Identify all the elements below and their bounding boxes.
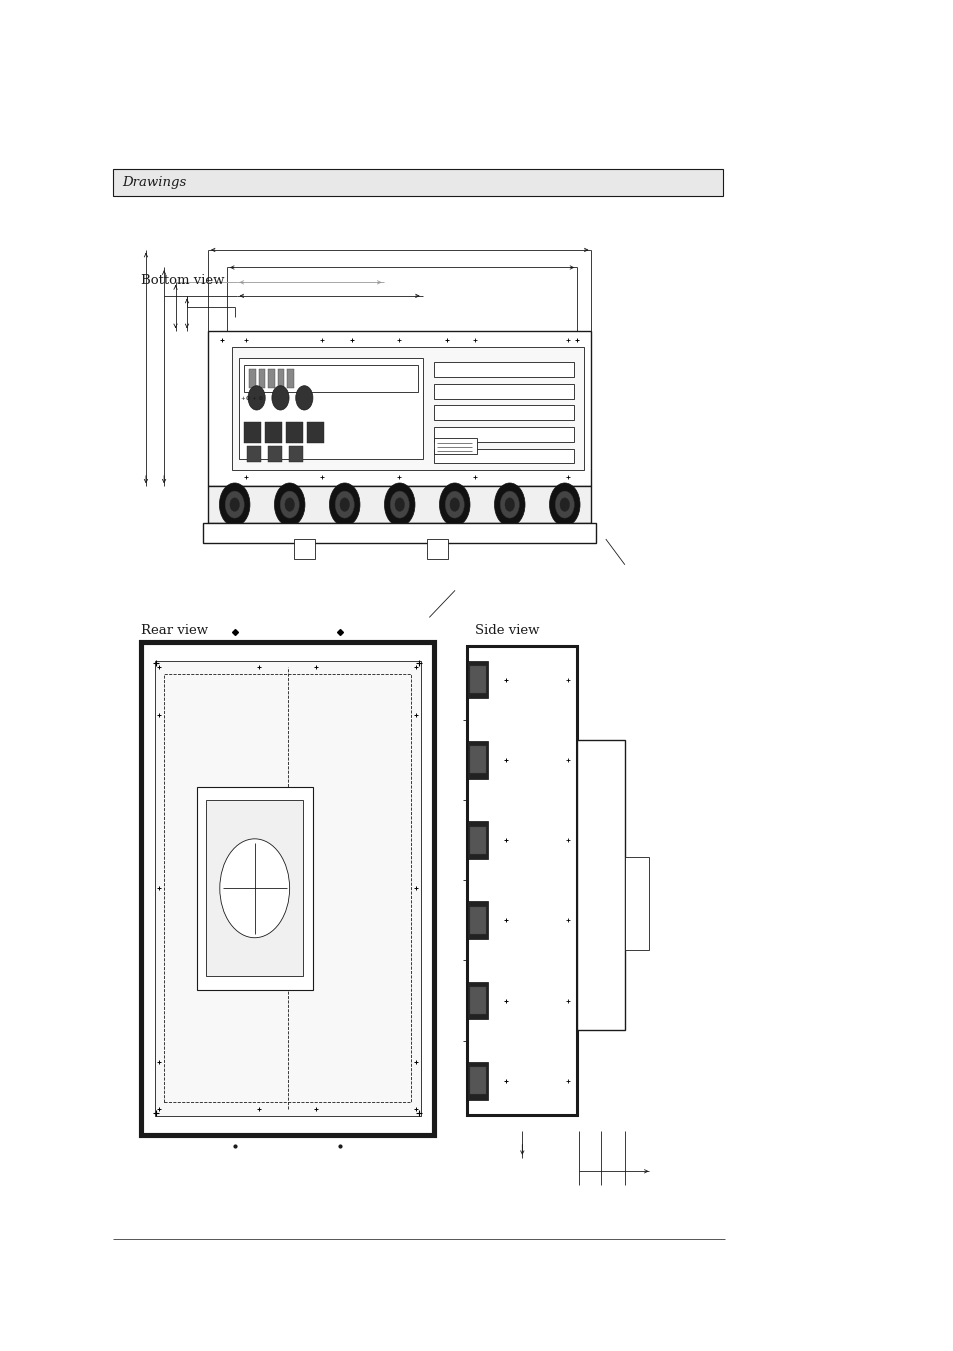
Bar <box>164 674 411 1102</box>
Bar <box>434 438 476 454</box>
Bar <box>624 857 648 951</box>
Circle shape <box>225 492 244 517</box>
Bar <box>307 422 324 443</box>
Bar <box>286 422 303 443</box>
Text: Drawings: Drawings <box>122 176 186 189</box>
Circle shape <box>450 497 459 512</box>
Bar <box>268 369 274 388</box>
Bar <box>434 384 574 399</box>
Bar <box>268 446 282 462</box>
Bar <box>470 1067 485 1094</box>
Circle shape <box>499 492 518 517</box>
Bar <box>265 422 282 443</box>
Circle shape <box>329 484 359 526</box>
Circle shape <box>280 492 299 517</box>
Circle shape <box>230 497 239 512</box>
Circle shape <box>285 497 294 512</box>
Bar <box>258 369 265 388</box>
Circle shape <box>555 492 574 517</box>
Bar <box>470 988 485 1015</box>
Bar <box>203 523 596 543</box>
Bar <box>244 365 417 392</box>
Circle shape <box>395 497 404 512</box>
Bar <box>208 331 591 486</box>
Bar <box>208 486 591 523</box>
Text: Bottom view: Bottom view <box>141 274 225 288</box>
Bar <box>434 405 574 420</box>
Bar <box>467 740 488 778</box>
Bar <box>470 666 485 693</box>
Circle shape <box>445 492 464 517</box>
Bar <box>467 646 577 1115</box>
Bar <box>434 362 574 377</box>
Circle shape <box>272 386 289 411</box>
Bar <box>277 369 284 388</box>
Bar <box>154 661 420 1116</box>
Circle shape <box>549 484 579 526</box>
Circle shape <box>219 484 250 526</box>
Bar <box>427 539 448 559</box>
Bar <box>206 800 303 975</box>
Bar <box>470 827 485 854</box>
Circle shape <box>494 484 524 526</box>
Bar <box>467 821 488 859</box>
Bar <box>577 739 624 1031</box>
Text: Side view: Side view <box>475 624 539 638</box>
Bar <box>112 169 722 196</box>
Circle shape <box>295 386 313 411</box>
Bar <box>141 642 434 1135</box>
Bar <box>467 982 488 1020</box>
Bar <box>244 422 261 443</box>
Bar <box>470 907 485 934</box>
Bar <box>470 746 485 773</box>
Text: Rear view: Rear view <box>141 624 208 638</box>
Circle shape <box>390 492 409 517</box>
Circle shape <box>504 497 514 512</box>
Circle shape <box>219 839 290 938</box>
Bar <box>294 539 314 559</box>
Text: +⊕ + ⊕: +⊕ + ⊕ <box>241 396 263 401</box>
Circle shape <box>339 497 349 512</box>
Bar <box>196 786 313 989</box>
Bar <box>467 901 488 939</box>
Bar <box>467 661 488 698</box>
Bar <box>232 347 583 470</box>
Circle shape <box>384 484 415 526</box>
Bar <box>289 446 303 462</box>
Bar <box>287 369 294 388</box>
Bar <box>434 427 574 442</box>
Bar <box>434 449 574 463</box>
Bar <box>247 446 261 462</box>
Circle shape <box>248 386 265 411</box>
Bar <box>239 358 422 459</box>
Circle shape <box>439 484 470 526</box>
Bar <box>467 1062 488 1100</box>
Circle shape <box>335 492 354 517</box>
Bar <box>249 369 255 388</box>
Circle shape <box>559 497 569 512</box>
Circle shape <box>274 484 305 526</box>
